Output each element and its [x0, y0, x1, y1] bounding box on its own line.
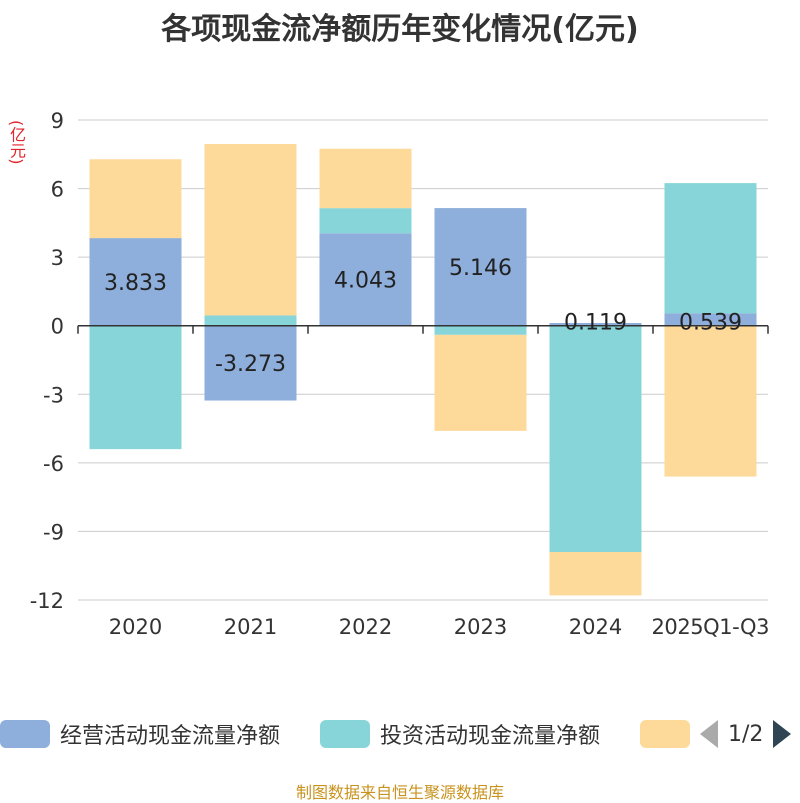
bar-series2-2020 — [89, 159, 182, 239]
y-tick-label: 9 — [51, 109, 64, 133]
data-label: 3.833 — [104, 271, 167, 296]
y-tick-label: -3 — [43, 383, 64, 407]
bar-series1-2020 — [89, 325, 182, 450]
legend: 经营活动现金流量净额 投资活动现金流量净额 1/2 — [0, 716, 800, 756]
bar-series0-2025Q1-Q3 — [664, 313, 757, 326]
bar-series2-2021 — [204, 144, 297, 316]
data-label: 0.119 — [564, 311, 627, 336]
x-tick-label: 2021 — [224, 615, 277, 639]
x-tick-label: 2020 — [109, 615, 162, 639]
bar-series2-2023 — [434, 334, 527, 431]
legend-swatch-investing — [320, 720, 370, 748]
bar-chart: 9 6 3 0 -3 -6 -9 -12 3.833 -3.273 4.043 5.146 0.119 0… — [30, 109, 770, 639]
bar-series0-2023 — [434, 208, 527, 326]
data-label: 5.146 — [449, 256, 512, 281]
bar-series1-2022 — [319, 208, 412, 234]
bar-series0-2021 — [204, 325, 297, 401]
legend-swatch-operating — [0, 720, 50, 748]
data-label: -3.273 — [215, 352, 286, 377]
legend-next-arrow-icon[interactable] — [773, 720, 792, 748]
y-tick-label: 6 — [51, 178, 64, 202]
chart-title: 各项现金流净额历年变化情况(亿元) — [161, 12, 639, 47]
x-tick-label: 2022 — [339, 615, 392, 639]
data-label: 4.043 — [334, 269, 397, 294]
x-tick-label: 2023 — [454, 615, 507, 639]
bar-series0-2020 — [89, 238, 182, 326]
legend-swatch-financing — [640, 720, 690, 748]
bar-series0-2022 — [319, 233, 412, 326]
bar-series1-2023 — [434, 325, 527, 335]
y-tick-label: 0 — [51, 315, 64, 339]
legend-item-financing[interactable] — [640, 716, 690, 752]
legend-page-indicator: 1/2 — [728, 721, 764, 747]
y-tick-label: -6 — [43, 452, 64, 476]
legend-prev-arrow-icon[interactable] — [700, 720, 718, 748]
x-tick-label: 2025Q1-Q3 — [652, 615, 770, 639]
bar-series1-2024 — [549, 325, 642, 552]
bar-series1-2021 — [204, 315, 297, 326]
y-tick-label: 3 — [51, 246, 64, 270]
legend-label-operating: 经营活动现金流量净额 — [60, 724, 281, 749]
bar-series2-2022 — [319, 148, 412, 209]
legend-label-investing: 投资活动现金流量净额 — [380, 724, 601, 749]
data-source-note: 制图数据来自恒生聚源数据库 — [295, 783, 504, 802]
data-label: 0.539 — [679, 311, 742, 336]
legend-item-operating[interactable]: 经营活动现金流量净额 — [0, 716, 280, 752]
bar-series2-2025Q1-Q3 — [664, 325, 757, 477]
y-axis-unit: (亿元) — [7, 120, 26, 165]
y-tick-label: -12 — [30, 589, 64, 613]
legend-pager: 1/2 — [700, 716, 792, 752]
bar-series0-2024 — [549, 322, 642, 326]
x-tick-label: 2024 — [569, 615, 622, 639]
legend-item-investing[interactable]: 投资活动现金流量净额 — [320, 716, 600, 752]
bar-series2-2024 — [549, 552, 642, 596]
y-tick-label: -9 — [43, 520, 64, 544]
bar-series1-2025Q1-Q3 — [664, 183, 757, 314]
